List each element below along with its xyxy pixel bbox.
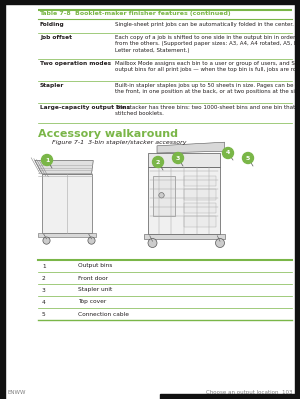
Text: Table 7-8  Booklet-maker finisher features (continued): Table 7-8 Booklet-maker finisher feature…	[39, 12, 231, 16]
Bar	[184, 203, 215, 213]
Text: Output bins: Output bins	[78, 263, 112, 269]
Text: The stacker has three bins: two 1000-sheet bins and one bin that can hold up to : The stacker has three bins: two 1000-she…	[115, 105, 300, 117]
Text: 2: 2	[42, 275, 46, 280]
Text: 3: 3	[176, 156, 180, 160]
Bar	[148, 153, 220, 168]
Text: Two operation modes: Two operation modes	[40, 61, 111, 66]
Text: 4: 4	[42, 300, 46, 304]
Text: Folding: Folding	[40, 22, 65, 27]
Text: Large-capacity output bins: Large-capacity output bins	[40, 105, 130, 110]
Text: Stapler: Stapler	[40, 83, 64, 88]
Text: 2: 2	[156, 160, 160, 164]
Bar	[184, 176, 215, 186]
Bar	[184, 189, 215, 200]
Bar	[0, 0, 5, 399]
Circle shape	[223, 148, 233, 158]
Bar	[42, 174, 92, 233]
Text: Each copy of a job is shifted to one side in the output bin in order to keep eac: Each copy of a job is shifted to one sid…	[115, 35, 300, 53]
Text: 4: 4	[226, 150, 230, 156]
Text: 5: 5	[246, 156, 250, 160]
Text: Choose an output location  103: Choose an output location 103	[206, 390, 292, 395]
Bar	[148, 166, 220, 234]
Text: Top cover: Top cover	[78, 300, 106, 304]
Text: 3: 3	[42, 288, 46, 292]
Circle shape	[41, 154, 52, 166]
Text: 5: 5	[42, 312, 46, 316]
Bar	[295, 0, 300, 399]
Bar	[0, 0, 300, 4]
Text: Connection cable: Connection cable	[78, 312, 129, 316]
Text: Figure 7-1  3-bin stapler/stacker accessory: Figure 7-1 3-bin stapler/stacker accesso…	[52, 140, 187, 145]
Text: Stapler unit: Stapler unit	[78, 288, 112, 292]
Text: Built-in stapler staples jobs up to 50 sheets in size. Pages can be stapled in o: Built-in stapler staples jobs up to 50 s…	[115, 83, 300, 95]
Circle shape	[43, 237, 50, 244]
Text: Job offset: Job offset	[40, 35, 72, 40]
Text: Mailbox Mode assigns each bin to a user or group of users, and Stacker Mode uses: Mailbox Mode assigns each bin to a user …	[115, 61, 300, 72]
Text: Accessory walkaround: Accessory walkaround	[38, 129, 178, 139]
Text: 1: 1	[45, 158, 49, 162]
Text: 1: 1	[42, 263, 46, 269]
Bar	[152, 176, 175, 216]
Bar	[160, 394, 300, 399]
Text: Front door: Front door	[78, 275, 108, 280]
Bar	[38, 233, 96, 237]
Circle shape	[215, 239, 224, 247]
Circle shape	[242, 152, 253, 164]
Bar	[184, 216, 215, 227]
Text: ENWW: ENWW	[8, 390, 26, 395]
Circle shape	[172, 152, 184, 164]
Text: Single-sheet print jobs can be automatically folded in the center.: Single-sheet print jobs can be automatic…	[115, 22, 294, 27]
Circle shape	[152, 156, 164, 168]
Polygon shape	[157, 142, 224, 153]
Polygon shape	[35, 160, 93, 174]
Circle shape	[88, 237, 95, 244]
Bar	[143, 234, 224, 239]
Circle shape	[159, 193, 164, 198]
Circle shape	[148, 239, 157, 247]
